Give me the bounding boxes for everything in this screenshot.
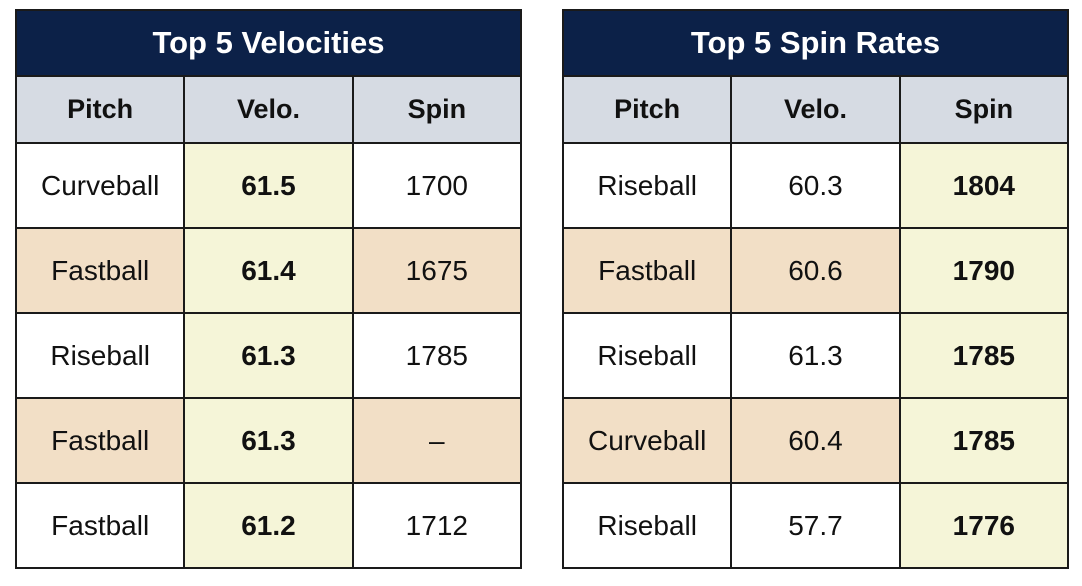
spin-cell: 1785 [405,339,468,371]
pitch-cell: Riseball [564,484,733,567]
spin-rates-table: Top 5 Spin Rates Pitch Velo. Spin Riseba… [562,9,1069,569]
table-row: Fastball 60.6 1790 [564,229,1067,314]
velo-cell: 61.5 [185,144,354,227]
velo-cell: 61.3 [185,399,354,482]
velocities-title: Top 5 Velocities [17,11,520,77]
pitch-cell: Curveball [17,144,186,227]
pitch-cell: Fastball [17,399,186,482]
pitch-cell: Fastball [17,484,186,567]
column-header-pitch: Pitch [564,77,733,142]
spin-rates-header-row: Pitch Velo. Spin [564,77,1067,144]
spin-cell: 1712 [405,509,468,541]
column-header-velo: Velo. [185,77,354,142]
table-row: Curveball 60.4 1785 [564,399,1067,484]
velocities-table: Top 5 Velocities Pitch Velo. Spin Curveb… [15,9,522,569]
column-header-velo: Velo. [732,77,901,142]
table-row: Riseball 57.7 1776 [564,484,1067,567]
velo-cell: 60.3 [732,144,901,227]
spin-cell: 1785 [900,399,1067,482]
spin-cell: 1804 [900,144,1067,227]
spin-cell: 1776 [900,484,1067,567]
velo-cell: 61.4 [185,229,354,312]
spin-rates-title: Top 5 Spin Rates [564,11,1067,77]
pitch-cell: Fastball [564,229,733,312]
pitch-cell: Curveball [564,399,733,482]
table-row: Fastball 61.3 – [17,399,520,484]
column-header-pitch: Pitch [17,77,186,142]
column-header-spin: Spin [407,94,467,124]
velo-cell: 60.4 [732,399,901,482]
velo-cell: 61.3 [185,314,354,397]
velo-cell: 61.3 [732,314,901,397]
table-row: Riseball 60.3 1804 [564,144,1067,229]
spin-cell: 1700 [405,169,468,201]
spin-cell: – [353,399,520,482]
velo-cell: 61.2 [185,484,354,567]
velo-cell: 60.6 [732,229,901,312]
table-row: Curveball 61.5 1700 [17,144,520,229]
velo-cell: 57.7 [732,484,901,567]
table-row: Fastball 61.2 1712 [17,484,520,567]
column-header-spin: Spin [954,94,1014,124]
table-row: Riseball 61.3 1785 [564,314,1067,399]
table-row: Fastball 61.4 1675 [17,229,520,314]
table-row: Riseball 61.3 1785 [17,314,520,399]
spin-cell: 1675 [353,229,520,312]
pitch-cell: Riseball [564,144,733,227]
velocities-header-row: Pitch Velo. Spin [17,77,520,144]
pitch-cell: Fastball [17,229,186,312]
pitch-cell: Riseball [17,314,186,397]
spin-cell: 1790 [900,229,1067,312]
spin-cell: 1785 [900,314,1067,397]
pitch-cell: Riseball [564,314,733,397]
